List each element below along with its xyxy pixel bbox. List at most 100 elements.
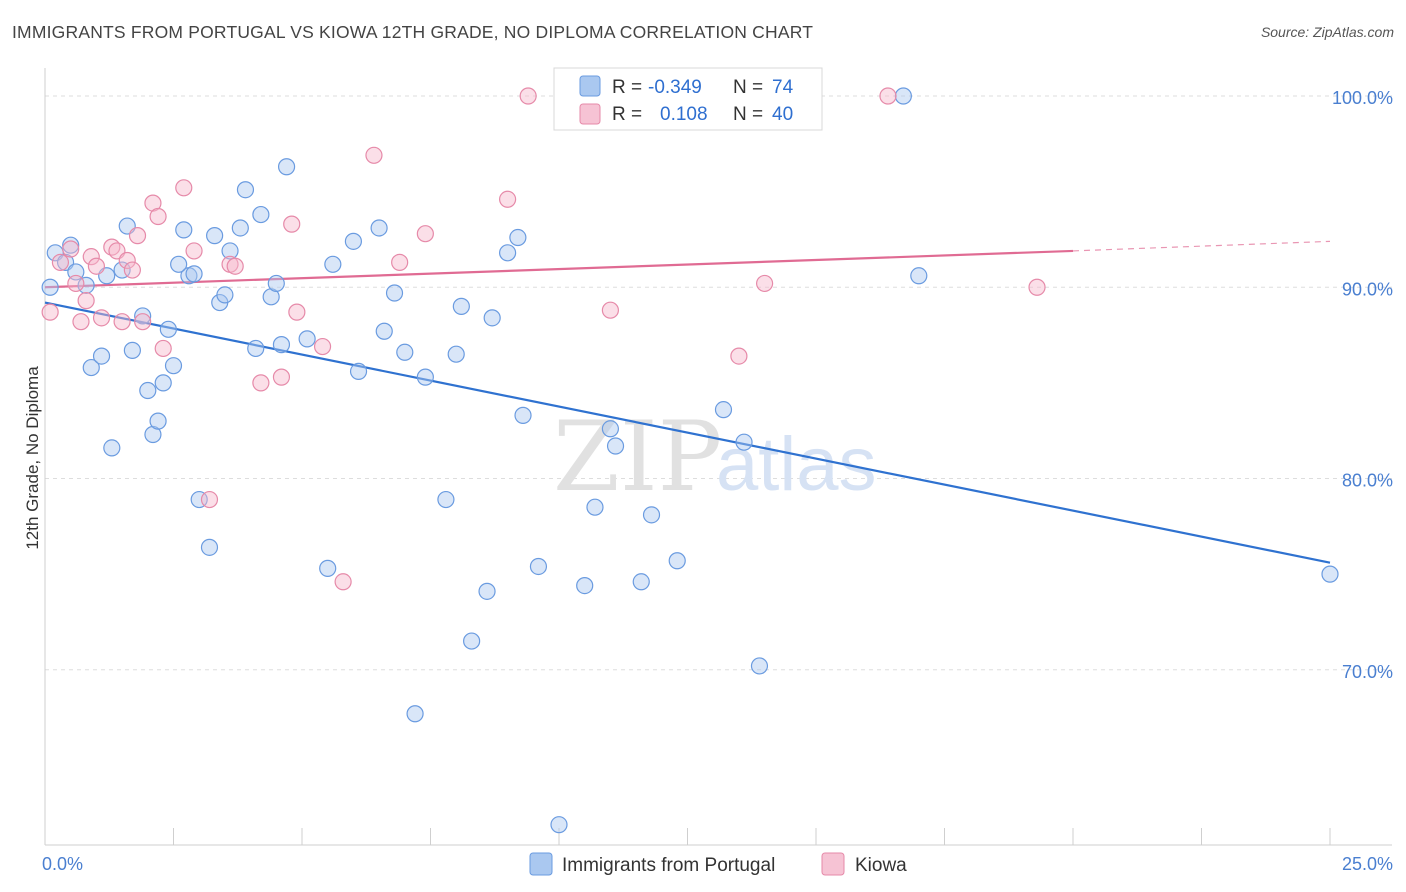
point-portugal bbox=[123, 341, 141, 359]
point-kiowa bbox=[252, 374, 270, 392]
point-portugal bbox=[252, 205, 270, 224]
point-portugal bbox=[437, 490, 455, 509]
point-portugal bbox=[164, 357, 183, 375]
point-portugal bbox=[396, 343, 414, 361]
trend-line-portugal bbox=[44, 301, 1331, 564]
legend-box: R = -0.349 N = 74 R = 0.108 N = 40 bbox=[553, 67, 823, 131]
y-tick-label: 90.0% bbox=[1342, 279, 1393, 299]
point-kiowa bbox=[1028, 278, 1046, 296]
point-kiowa bbox=[92, 309, 111, 327]
legend-r-value-2: 0.108 bbox=[660, 104, 708, 125]
point-portugal bbox=[452, 297, 470, 315]
point-portugal bbox=[894, 87, 912, 105]
point-kiowa bbox=[272, 368, 291, 386]
source-note: Source: ZipAtlas.com bbox=[1260, 24, 1394, 40]
point-portugal bbox=[910, 267, 928, 285]
point-portugal bbox=[221, 242, 239, 260]
point-portugal bbox=[206, 227, 224, 245]
point-kiowa bbox=[175, 179, 193, 197]
point-portugal bbox=[529, 557, 548, 576]
point-kiowa bbox=[113, 313, 131, 331]
point-portugal bbox=[349, 362, 368, 380]
point-portugal bbox=[447, 345, 465, 363]
watermark-zip: ZIP bbox=[553, 401, 722, 513]
series-label-kiowa: Kiowa bbox=[855, 855, 907, 876]
point-portugal bbox=[514, 406, 532, 424]
point-portugal bbox=[483, 309, 501, 327]
point-portugal bbox=[267, 274, 285, 293]
series-swatch-kiowa bbox=[821, 852, 845, 876]
x-tick-label: 0.0% bbox=[42, 854, 83, 874]
point-kiowa bbox=[730, 347, 748, 365]
point-kiowa bbox=[755, 274, 774, 293]
point-portugal bbox=[319, 559, 337, 577]
point-kiowa bbox=[82, 248, 100, 266]
point-kiowa bbox=[118, 251, 136, 270]
point-portugal bbox=[298, 330, 316, 348]
data-points bbox=[41, 87, 1339, 834]
series-swatch-portugal bbox=[529, 852, 553, 876]
point-portugal bbox=[324, 255, 342, 273]
point-portugal bbox=[92, 347, 111, 365]
point-portugal bbox=[82, 358, 100, 377]
point-portugal bbox=[134, 307, 152, 325]
legend-r-label-2: R = bbox=[612, 104, 642, 125]
point-portugal bbox=[139, 381, 157, 400]
trend-extension-kiowa bbox=[1072, 240, 1331, 252]
point-portugal bbox=[375, 322, 393, 340]
point-portugal bbox=[159, 320, 177, 338]
point-portugal bbox=[236, 181, 255, 199]
point-kiowa bbox=[128, 227, 147, 245]
y-tick-labels: 70.0% 80.0% 90.0% 100.0% bbox=[1332, 88, 1393, 682]
point-kiowa bbox=[51, 253, 70, 271]
point-portugal bbox=[216, 286, 234, 304]
point-portugal bbox=[406, 705, 424, 723]
point-portugal bbox=[277, 158, 296, 176]
point-portugal bbox=[103, 439, 121, 457]
legend-n-label-1: N = bbox=[733, 77, 763, 98]
point-kiowa bbox=[226, 257, 244, 275]
legend-r-label-1: R = bbox=[612, 77, 642, 98]
point-kiowa bbox=[365, 146, 383, 164]
chart-title: IMMIGRANTS FROM PORTUGAL VS KIOWA 12TH G… bbox=[12, 22, 814, 42]
point-portugal bbox=[272, 336, 291, 354]
x-tick-labels: 0.0% 25.0% bbox=[42, 854, 1393, 874]
point-portugal bbox=[668, 552, 686, 570]
point-portugal bbox=[576, 576, 594, 595]
y-axis-label: 12th Grade, No Diploma bbox=[23, 366, 42, 550]
point-portugal bbox=[416, 368, 434, 386]
point-kiowa bbox=[499, 190, 517, 208]
point-kiowa bbox=[601, 301, 620, 319]
y-tick-label: 80.0% bbox=[1342, 471, 1393, 491]
point-portugal bbox=[586, 498, 604, 516]
point-portugal bbox=[154, 374, 172, 392]
point-kiowa bbox=[62, 240, 80, 258]
point-portugal bbox=[231, 219, 249, 237]
point-portugal bbox=[185, 265, 203, 283]
x-tick-label: 25.0% bbox=[1342, 854, 1393, 874]
point-kiowa bbox=[334, 573, 352, 591]
point-portugal bbox=[385, 284, 404, 302]
point-portugal bbox=[247, 339, 265, 358]
y-tick-label: 100.0% bbox=[1332, 88, 1393, 108]
legend-swatch-pink bbox=[579, 103, 601, 125]
point-kiowa bbox=[313, 337, 332, 356]
point-portugal bbox=[714, 401, 733, 419]
point-kiowa bbox=[67, 274, 85, 293]
point-kiowa bbox=[879, 87, 897, 105]
point-portugal bbox=[344, 232, 362, 250]
axes bbox=[44, 68, 1392, 846]
point-kiowa bbox=[519, 87, 537, 105]
point-portugal bbox=[735, 433, 753, 451]
series-label-portugal: Immigrants from Portugal bbox=[562, 855, 775, 876]
point-portugal bbox=[149, 412, 167, 430]
point-kiowa bbox=[134, 313, 152, 331]
point-kiowa bbox=[87, 257, 106, 275]
y-tick-label: 70.0% bbox=[1342, 662, 1393, 682]
point-portugal bbox=[509, 228, 527, 247]
point-portugal bbox=[200, 538, 219, 556]
series-legend: Immigrants from Portugal Kiowa bbox=[529, 852, 907, 876]
point-kiowa bbox=[283, 215, 301, 233]
point-portugal bbox=[41, 278, 59, 296]
